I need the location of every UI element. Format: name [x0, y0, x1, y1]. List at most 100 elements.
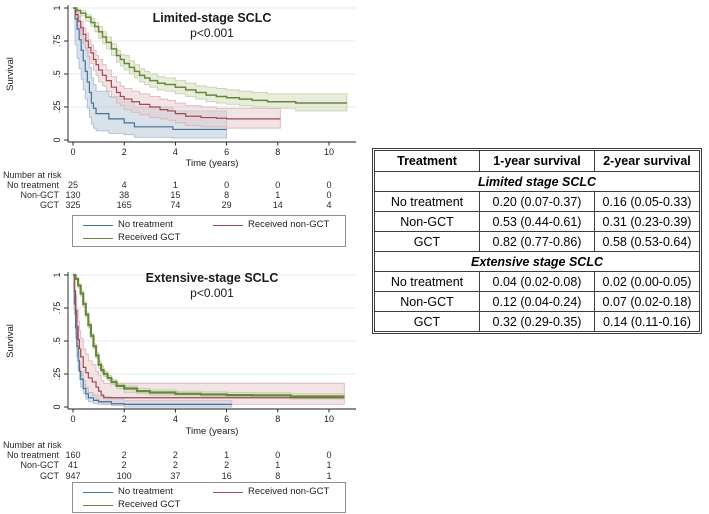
risk-row-label: GCT — [40, 470, 59, 481]
risk-value: 74 — [170, 199, 181, 210]
risk-value: 1 — [326, 470, 332, 481]
risk-value: 4 — [121, 180, 127, 190]
legend-label-received-gct: Received GCT — [118, 499, 181, 510]
x-tick-label: 4 — [173, 414, 178, 424]
table-row: GCT 0.32 (0.29-0.35) 0.14 (0.11-0.16) — [374, 311, 700, 332]
table-cell: 0.07 (0.02-0.18) — [594, 291, 700, 312]
risk-value: 8 — [275, 470, 281, 481]
table-row: Non-GCT 0.12 (0.04-0.24) 0.07 (0.02-0.18) — [374, 291, 700, 312]
x-tick-label: 0 — [70, 414, 75, 424]
risk-value: 0 — [326, 190, 332, 200]
table-header-cell: 2-year survival — [594, 150, 700, 172]
risk-value: 2 — [172, 460, 178, 470]
table-row: No treatment 0.20 (0.07-0.37) 0.16 (0.05-0… — [374, 191, 700, 212]
risk-row-label: GCT — [40, 199, 59, 210]
table-cell: 0.32 (0.29-0.35) — [479, 311, 595, 332]
number-at-risk-title-extensive: Number at risk — [3, 440, 62, 450]
risk-value: 130 — [65, 190, 81, 200]
risk-value: 25 — [67, 180, 78, 190]
legend-swatch-received-non-gct — [213, 491, 243, 493]
risk-value: 1 — [224, 449, 230, 460]
risk-value: 1 — [326, 460, 332, 470]
x-tick-label: 6 — [224, 414, 229, 424]
legend-label-received-gct: Received GCT — [118, 232, 181, 243]
survival-curve-received-gct — [73, 7, 347, 104]
x-tick-label: 4 — [173, 147, 178, 157]
table-cell: 0.20 (0.07-0.37) — [479, 191, 595, 212]
risk-value: 947 — [65, 470, 81, 481]
x-tick-label: 2 — [122, 414, 127, 424]
table-cell: 0.02 (0.00-0.05) — [594, 271, 700, 292]
legend-label-no-treatment: No treatment — [118, 219, 173, 230]
table-cell: 0.16 (0.05-0.33) — [594, 191, 700, 212]
y-tick-label: .75 — [52, 302, 62, 315]
table-row: Extensive stage SCLC — [374, 251, 700, 272]
risk-value: 41 — [67, 460, 78, 470]
table-cell: No treatment — [374, 191, 480, 212]
risk-value: 2 — [172, 449, 178, 460]
risk-value: 2 — [121, 449, 127, 460]
table-cell: 0.58 (0.53-0.64) — [594, 231, 700, 252]
survival-curve-no-treatment — [73, 274, 232, 405]
risk-value: 325 — [65, 199, 81, 210]
legend-label-received-non-gct: Received non-GCT — [248, 486, 330, 497]
y-tick-label: .25 — [52, 101, 62, 114]
x-axis-title: Time (years) — [186, 158, 239, 169]
legend-label-received-non-gct: Received non-GCT — [248, 219, 330, 230]
legend-extensive: No treatment Received non-GCT Received GCT — [72, 482, 346, 513]
x-tick-label: 10 — [324, 147, 334, 157]
table-cell: GCT — [374, 311, 480, 332]
confidence-band-received-gct — [73, 7, 348, 112]
risk-row-label: Non-GCT — [20, 460, 59, 470]
table-cell: Non-GCT — [374, 211, 480, 232]
risk-value: 29 — [221, 199, 232, 210]
risk-value: 15 — [170, 190, 181, 200]
risk-value: 16 — [221, 470, 232, 481]
table-cell: 0.04 (0.02-0.08) — [479, 271, 595, 292]
risk-row-label: Non-GCT — [20, 190, 59, 200]
legend-swatch-received-non-gct — [213, 224, 243, 226]
risk-value: 0 — [326, 449, 332, 460]
legend-limited: No treatment Received non-GCT Received GCT — [72, 215, 346, 247]
p-value: p<0.001 — [190, 286, 234, 300]
table-header-cell: Treatment — [374, 150, 480, 172]
number-at-risk-title-limited: Number at risk — [3, 170, 62, 180]
y-tick-label: .5 — [52, 337, 62, 345]
risk-value: 165 — [116, 199, 132, 210]
survival-curve-received-non-gct — [73, 7, 281, 120]
survival-summary-table: Treatment 1-year survival 2-year survival L… — [372, 148, 702, 334]
legend-swatch-no-treatment — [83, 491, 113, 493]
x-tick-label: 8 — [275, 147, 280, 157]
survival-curve-received-gct — [73, 273, 345, 398]
legend-swatch-no-treatment — [83, 224, 113, 226]
table-cell: GCT — [374, 231, 480, 252]
table-row: Limited stage SCLC — [374, 171, 700, 192]
table-cell: No treatment — [374, 271, 480, 292]
x-axis-title: Time (years) — [186, 426, 239, 437]
risk-value: 8 — [224, 190, 230, 200]
risk-value: 1 — [172, 180, 178, 190]
risk-value: 0 — [224, 180, 230, 190]
table-section-title: Extensive stage SCLC — [374, 251, 700, 272]
table-row: Non-GCT 0.53 (0.44-0.61) 0.31 (0.23-0.39) — [374, 211, 700, 232]
table-header-cell: 1-year survival — [479, 150, 595, 172]
y-axis-title: Survival — [5, 324, 16, 358]
table-row: No treatment 0.04 (0.02-0.08) 0.02 (0.00-0… — [374, 271, 700, 292]
legend-label-no-treatment: No treatment — [118, 486, 173, 497]
legend-swatch-received-gct — [83, 237, 113, 239]
table-row: Treatment 1-year survival 2-year survival — [374, 150, 700, 172]
x-tick-label: 6 — [224, 147, 229, 157]
x-tick-label: 0 — [70, 147, 75, 157]
risk-value: 0 — [326, 180, 332, 190]
risk-row-label: No treatment — [6, 449, 59, 460]
chart-title: Limited-stage SCLC — [153, 11, 272, 25]
risk-value: 160 — [65, 449, 81, 460]
y-tick-label: 0 — [52, 137, 62, 142]
risk-value: 38 — [119, 190, 130, 200]
y-tick-label: .75 — [52, 35, 62, 48]
table-cell: 0.53 (0.44-0.61) — [479, 211, 595, 232]
y-tick-label: 1 — [52, 272, 62, 277]
risk-value: 0 — [275, 449, 281, 460]
